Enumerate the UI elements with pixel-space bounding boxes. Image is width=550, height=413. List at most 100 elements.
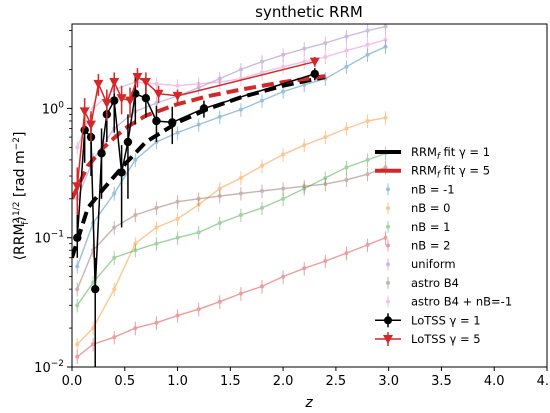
data-point [91, 280, 96, 285]
data-point [133, 326, 138, 331]
legend-marker [386, 206, 390, 211]
legend: RRMf fit γ = 1 RRMf fit γ = 5nB = -1 nB = … [375, 145, 512, 346]
data-point [154, 320, 159, 325]
data-point [73, 233, 82, 242]
series-line [76, 152, 386, 306]
legend-entry: astro B4 + nB=-1 [386, 295, 512, 309]
data-point [168, 118, 177, 127]
data-point [260, 98, 264, 103]
data-point [175, 313, 180, 318]
legend-entry: astro B4 [386, 276, 459, 290]
data-point [217, 299, 222, 304]
data-point [344, 64, 349, 69]
x-tick-label: 3.0 [378, 374, 399, 389]
data-point [140, 78, 151, 88]
data-point [383, 115, 388, 120]
data-point [109, 78, 120, 88]
data-point [132, 73, 143, 83]
data-point [344, 251, 349, 256]
x-tick-label: 1.0 [167, 374, 188, 389]
y-axis-label: ⟨RRM2f⟩1/2 [rad m−2] [12, 132, 31, 261]
series-layer [72, 24, 388, 367]
data-point [154, 225, 159, 230]
data-point [344, 177, 349, 182]
data-point [281, 186, 286, 191]
data-point [110, 96, 119, 105]
data-point [238, 175, 243, 180]
data-point [217, 80, 222, 85]
data-point [141, 94, 151, 103]
data-point [302, 266, 307, 271]
data-point [175, 216, 180, 221]
data-point [79, 107, 90, 117]
data-point [365, 118, 370, 123]
legend-label: nB = 2 [411, 239, 450, 253]
legend-marker [386, 224, 390, 229]
data-point [302, 143, 307, 148]
data-point [217, 76, 222, 81]
data-point [154, 81, 159, 86]
data-point [91, 284, 100, 294]
legend-entry: nB = 0 [386, 201, 450, 215]
data-point [323, 259, 328, 264]
legend-marker [386, 262, 390, 267]
x-tick-label: 4.0 [484, 374, 505, 389]
series-line [76, 116, 386, 345]
series-line [76, 237, 386, 358]
data-point [112, 335, 117, 340]
x-tick-label: 1.5 [220, 374, 241, 389]
fit-line-0 [72, 75, 326, 259]
data-point [116, 94, 127, 104]
x-axis-label: z [304, 395, 313, 411]
plot-area [72, 24, 388, 367]
axes-layer: 0.0 0.5 1.0 1.5 2.0 2.5 3.0 3.5 4.0 4.5 10−2 10−1 10… [34, 30, 550, 389]
data-point [133, 157, 138, 162]
data-point [196, 202, 201, 207]
legend-entry: RRMf fit γ = 1 [375, 145, 490, 162]
y-tick-label: 10−2 [34, 359, 64, 376]
data-point [133, 248, 138, 253]
x-tick-label: 2.5 [326, 374, 347, 389]
data-point [281, 64, 286, 69]
data-point [323, 182, 328, 187]
series-line [76, 46, 386, 267]
data-point [101, 99, 112, 109]
legend-label: uniform [411, 257, 456, 271]
series-2 [75, 40, 388, 274]
legend-entry: RRMf fit γ = 5 [375, 164, 490, 181]
data-point [383, 165, 388, 170]
data-point [323, 175, 328, 180]
data-point [302, 184, 307, 189]
legend-marker [383, 335, 393, 344]
legend-label: RRMf fit γ = 5 [411, 164, 490, 181]
legend-entry: nB = 2 [386, 239, 450, 253]
data-point [260, 59, 264, 64]
chart-title: synthetic RRM [255, 3, 363, 21]
data-point [365, 52, 370, 57]
legend-label: astro B4 + nB=-1 [411, 295, 512, 309]
data-point [154, 101, 159, 106]
series-3 [75, 111, 388, 352]
data-point [365, 242, 370, 247]
x-tick-label: 2.0 [273, 374, 294, 389]
data-point [91, 326, 96, 331]
data-point [365, 172, 370, 177]
series-line [76, 166, 386, 290]
series-4 [75, 146, 388, 313]
data-point [383, 235, 388, 240]
data-point [133, 241, 138, 246]
data-point [196, 122, 201, 127]
data-point [217, 194, 222, 199]
data-point [344, 48, 349, 53]
data-point [309, 57, 320, 67]
data-point [93, 79, 104, 89]
legend-label: RRMf fit γ = 1 [411, 145, 490, 162]
data-point [199, 104, 209, 113]
legend-entry: nB = 1 [386, 220, 450, 234]
data-point [75, 303, 80, 308]
data-point [281, 89, 286, 94]
data-point [196, 230, 201, 235]
data-point [175, 199, 180, 204]
legend-entry: uniform [386, 257, 456, 271]
